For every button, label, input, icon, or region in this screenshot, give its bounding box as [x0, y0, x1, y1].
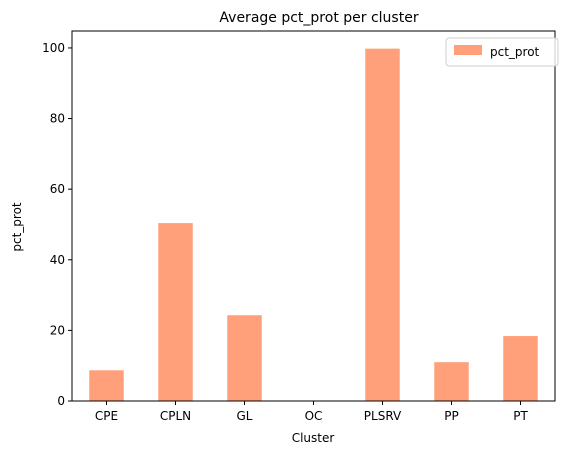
axes-frame	[71, 30, 556, 402]
legend-label: pct_prot	[490, 45, 540, 59]
bar-pt	[503, 336, 538, 401]
y-tick-label: 100	[42, 41, 65, 55]
x-tick-label: OC	[305, 409, 323, 423]
x-tick-label: CPE	[95, 409, 118, 423]
legend-swatch	[454, 45, 482, 55]
plot-area: CPE CPLN GL OC PLSRV PP PT 0 20 40 60 80 100	[42, 30, 556, 423]
y-tick-label: 60	[50, 182, 65, 196]
bar-pp	[434, 362, 469, 401]
bar-gl	[227, 315, 262, 401]
x-tick-label: GL	[237, 409, 253, 423]
x-tick-label: PT	[513, 409, 528, 423]
y-tick-label: 0	[57, 394, 65, 408]
x-tick-label: PP	[444, 409, 458, 423]
legend: pct_prot	[445, 37, 559, 67]
x-axis-label: Cluster	[292, 431, 335, 445]
y-tick-label: 80	[50, 112, 65, 126]
bar-plsrv	[365, 48, 400, 401]
bar-cpe	[89, 370, 124, 401]
chart-title: Average pct_prot per cluster	[219, 10, 418, 26]
y-tick-label: 20	[50, 323, 65, 337]
y-tick-label: 40	[50, 253, 65, 267]
bar-cpln	[158, 223, 193, 401]
x-tick-label: CPLN	[160, 409, 191, 423]
x-tick-label: PLSRV	[364, 409, 402, 423]
y-axis-label: pct_prot	[10, 202, 24, 252]
